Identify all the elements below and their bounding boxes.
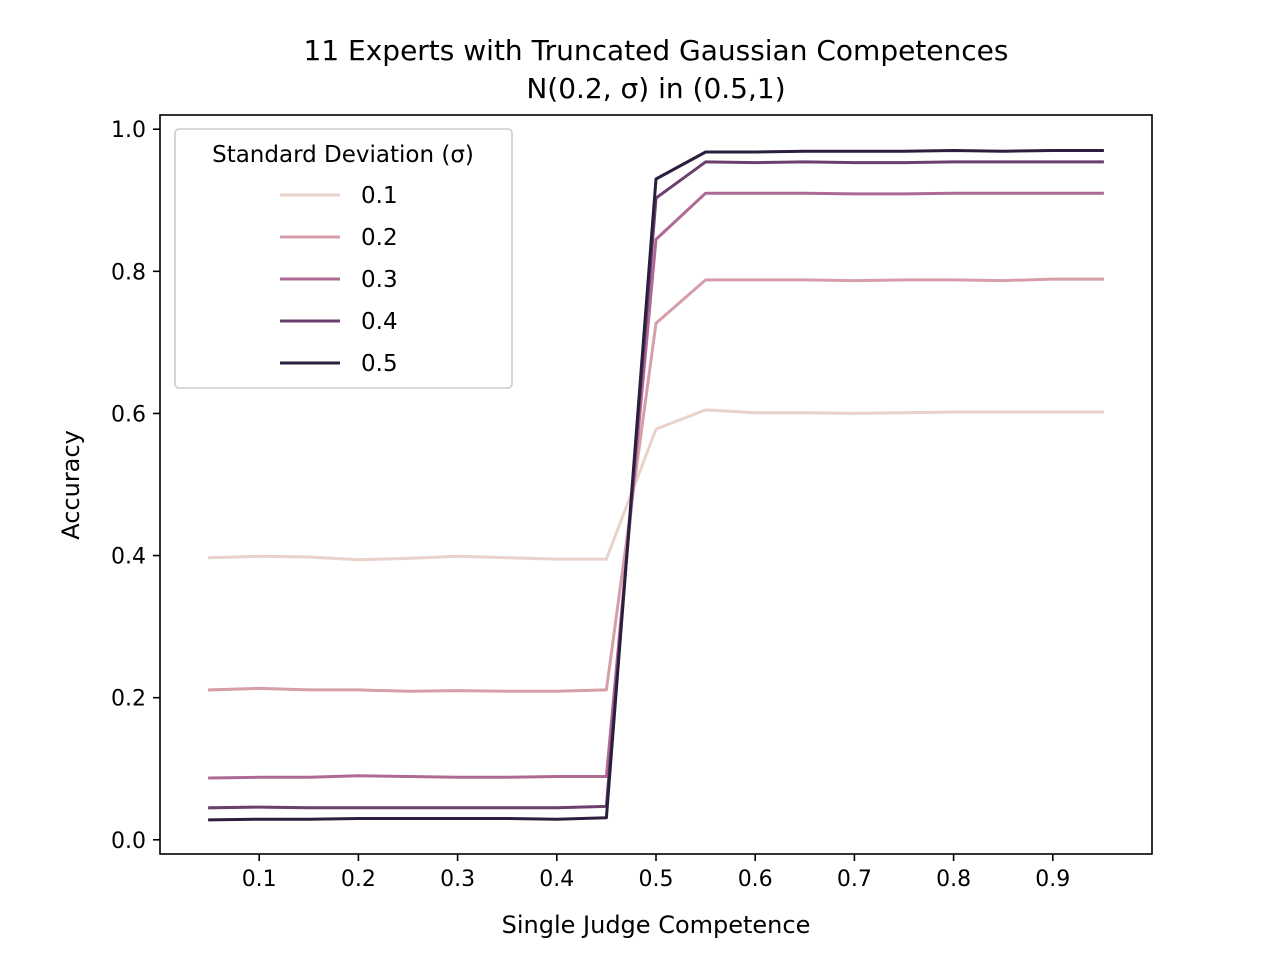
- legend-title: Standard Deviation (σ): [212, 142, 474, 168]
- y-axis-ticks: 0.0 0.2 0.4 0.6 0.8 1.0: [111, 118, 160, 854]
- x-tick-label: 0.7: [837, 867, 872, 892]
- y-tick-label: 0.8: [111, 260, 146, 285]
- y-tick-label: 1.0: [111, 118, 146, 143]
- chart-title-line-2: N(0.2, σ) in (0.5,1): [526, 72, 785, 105]
- series-layer: [208, 149, 1104, 822]
- x-tick-label: 0.8: [936, 867, 971, 892]
- x-axis-ticks: 0.1 0.2 0.3 0.4 0.5 0.6 0.7 0.8 0.9: [242, 854, 1070, 892]
- series-line-0-5: [208, 149, 1104, 822]
- x-tick-label: 0.1: [242, 867, 277, 892]
- y-axis-label: Accuracy: [57, 430, 85, 540]
- x-tick-label: 0.9: [1035, 867, 1070, 892]
- series-line-0-3: [208, 191, 1104, 780]
- y-tick-label: 0.4: [111, 545, 146, 570]
- series-line-0-2: [208, 277, 1104, 693]
- x-tick-label: 0.4: [539, 867, 574, 892]
- series-line-0-1: [208, 408, 1104, 562]
- y-tick-label: 0.0: [111, 829, 146, 854]
- legend-label: 0.5: [361, 351, 398, 377]
- y-tick-label: 0.6: [111, 402, 146, 427]
- legend-box: [174, 128, 513, 389]
- x-tick-label: 0.5: [639, 867, 674, 892]
- legend-label: 0.4: [361, 309, 398, 335]
- y-tick-label: 0.2: [111, 687, 146, 712]
- legend-label: 0.3: [361, 267, 398, 293]
- x-tick-label: 0.6: [738, 867, 773, 892]
- x-tick-label: 0.3: [440, 867, 475, 892]
- x-axis-label: Single Judge Competence: [502, 911, 811, 939]
- legend-label: 0.1: [361, 183, 398, 209]
- legend: Standard Deviation (σ) 0.1 0.2 0.3 0.4 0.5: [174, 128, 513, 389]
- chart-title-line-1: 11 Experts with Truncated Gaussian Compe…: [304, 34, 1009, 67]
- legend-items: 0.1 0.2 0.3 0.4 0.5: [280, 183, 398, 377]
- legend-label: 0.2: [361, 225, 398, 251]
- x-tick-label: 0.2: [341, 867, 376, 892]
